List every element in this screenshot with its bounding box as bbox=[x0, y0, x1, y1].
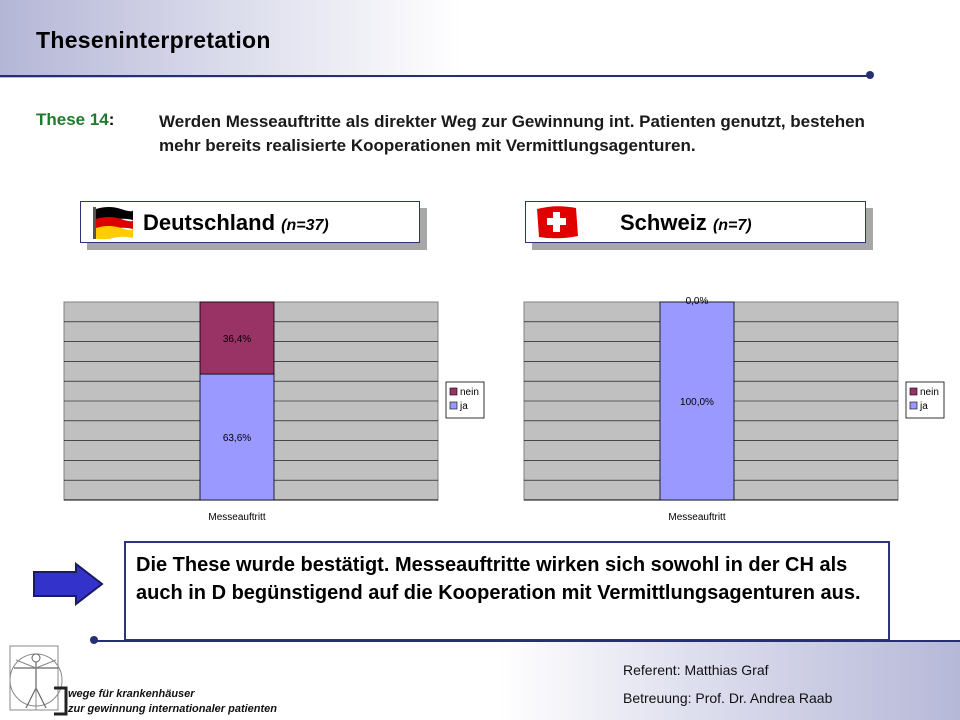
legend-swatch bbox=[449, 387, 458, 396]
header-divider bbox=[0, 75, 868, 77]
header-divider-dot bbox=[866, 71, 874, 79]
legend-label: ja bbox=[459, 401, 468, 412]
legend-label: ja bbox=[919, 401, 928, 412]
sample-size: (n=7) bbox=[712, 217, 752, 234]
legend-swatch bbox=[449, 401, 458, 410]
thesis-label-colon: : bbox=[108, 110, 115, 129]
page-title: Theseninterpretation bbox=[36, 27, 271, 53]
vitruvian-logo-icon: wege für krankenhäuser zur gewinnung int… bbox=[9, 645, 277, 716]
bar-ja bbox=[199, 373, 275, 501]
conclusion-text: Die These wurde bestätigt. Messeauftritt… bbox=[136, 554, 861, 604]
sample-size: (n=37) bbox=[281, 217, 329, 234]
switzerland-flag-icon bbox=[537, 206, 578, 239]
footer-betreuung: Betreuung: Prof. Dr. Andrea Raab bbox=[623, 690, 833, 706]
country-name-switzerland: Schweiz (n=7) bbox=[620, 210, 752, 236]
conclusion-box: Die These wurde bestätigt. Messeauftritt… bbox=[124, 541, 890, 641]
data-label: 36,4% bbox=[223, 334, 251, 345]
right-arrow-icon bbox=[33, 561, 104, 607]
country-label: Schweiz bbox=[620, 210, 707, 235]
footer-divider bbox=[96, 640, 960, 642]
thesis-label-text: These 14 bbox=[36, 110, 109, 129]
footer-band bbox=[0, 640, 960, 720]
logo-line-2: zur gewinnung internationaler patienten bbox=[67, 703, 277, 715]
germany-flag-icon bbox=[93, 207, 133, 239]
country-header-germany: Deutschland (n=37) bbox=[80, 201, 420, 243]
country-name-germany: Deutschland (n=37) bbox=[143, 210, 329, 236]
legend-swatch bbox=[909, 387, 918, 396]
header-band bbox=[0, 0, 960, 78]
country-header-switzerland: Schweiz (n=7) bbox=[525, 201, 866, 243]
chart-germany-svg: 63,6%36,4%Messeauftritt34,6%65,4%kein Me… bbox=[63, 301, 648, 523]
legend-label: nein bbox=[460, 387, 479, 398]
logo: wege für krankenhäuser zur gewinnung int… bbox=[6, 644, 306, 720]
logo-line-1: wege für krankenhäuser bbox=[68, 688, 195, 700]
thesis-text: Werden Messeauftritte als direkter Weg z… bbox=[159, 112, 865, 155]
thesis-label: These 14: bbox=[36, 110, 114, 130]
data-label: 100,0% bbox=[680, 397, 714, 408]
legend: nein ja bbox=[905, 381, 945, 419]
legend-swatch bbox=[909, 401, 918, 410]
footer-divider-dot bbox=[90, 636, 98, 644]
bar-ja bbox=[659, 301, 735, 501]
category-label: Messeauftritt bbox=[208, 512, 265, 523]
country-label: Deutschland bbox=[143, 210, 276, 235]
data-label: 63,6% bbox=[223, 433, 251, 444]
chart-switzerland: 100,0%0,0%Messeauftritt16,7%83,3%kein Me… bbox=[500, 296, 960, 541]
category-label: Messeauftritt bbox=[668, 512, 725, 523]
bar-nein bbox=[199, 301, 275, 375]
footer-referent: Referent: Matthias Graf bbox=[623, 662, 769, 678]
legend: nein ja bbox=[445, 381, 485, 419]
chart-switzerland-svg: 100,0%0,0%Messeauftritt16,7%83,3%kein Me… bbox=[523, 296, 945, 523]
legend-label: nein bbox=[920, 387, 939, 398]
arrow-container bbox=[32, 561, 104, 611]
data-label: 0,0% bbox=[686, 296, 709, 307]
chart-germany: 63,6%36,4%Messeauftritt34,6%65,4%kein Me… bbox=[40, 296, 648, 541]
